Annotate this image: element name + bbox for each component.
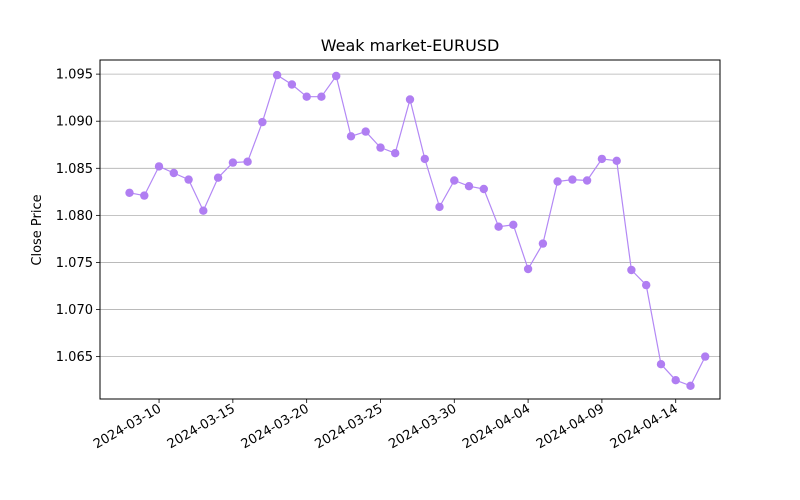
data-point (154, 162, 164, 171)
y-tick-label: 1.065 (56, 350, 93, 365)
series-line (129, 74, 706, 387)
x-tick-label: 2024-03-15 (165, 401, 238, 452)
data-point (538, 239, 548, 248)
data-point (686, 381, 695, 390)
data-point (199, 206, 208, 215)
y-tick-label: 1.070 (56, 303, 93, 318)
data-point (346, 132, 356, 141)
data-point (509, 220, 518, 229)
data-point (642, 280, 651, 290)
data-point (568, 175, 577, 184)
data-point (494, 222, 503, 231)
data-point (656, 360, 666, 369)
data-point (332, 71, 341, 81)
data-point (612, 156, 621, 165)
data-point (435, 202, 444, 212)
series-group (125, 70, 710, 390)
data-point (701, 352, 710, 361)
y-axis-ticks: 1.065 1.070 1.075 1.080 1.085 1.090 1.095 (56, 68, 100, 365)
data-point (553, 177, 562, 186)
x-tick-label: 2024-03-30 (386, 401, 459, 452)
data-point (405, 95, 415, 104)
data-point (258, 117, 267, 127)
data-point (272, 70, 282, 80)
data-point (450, 176, 459, 185)
data-point (420, 154, 429, 164)
data-point (361, 127, 370, 136)
data-point (125, 188, 134, 197)
chart-title: Weak market-EURUSD (321, 36, 500, 55)
data-point (376, 143, 385, 152)
data-point (317, 92, 326, 101)
data-point (597, 154, 607, 164)
data-point (627, 265, 636, 275)
grid-lines (100, 73, 720, 358)
y-tick-label: 1.080 (56, 209, 93, 224)
data-point (523, 264, 533, 274)
plot-frame (99, 59, 721, 400)
data-point (302, 92, 311, 101)
data-point (464, 182, 474, 191)
data-point (287, 80, 297, 89)
data-point (169, 168, 178, 178)
x-tick-label: 2024-04-04 (460, 401, 533, 452)
x-tick-label: 2024-04-14 (608, 401, 681, 452)
y-tick-label: 1.075 (56, 256, 93, 271)
x-tick-label: 2024-03-25 (313, 401, 386, 452)
data-point (582, 176, 592, 185)
y-tick-label: 1.090 (56, 115, 93, 130)
data-point (243, 157, 252, 166)
data-point (671, 376, 680, 385)
y-tick-label: 1.085 (56, 162, 93, 177)
data-point (479, 184, 488, 194)
data-point (213, 173, 223, 182)
y-axis-label: Close Price (30, 194, 45, 265)
data-point (391, 149, 400, 158)
data-point (228, 158, 238, 167)
data-point (140, 191, 149, 200)
x-tick-label: 2024-03-20 (239, 401, 312, 452)
y-tick-label: 1.095 (56, 68, 93, 83)
x-axis-ticks: 2024-03-10 2024-03-15 2024-03-20 2024-03-25… (91, 399, 681, 452)
x-tick-label: 2024-03-10 (91, 401, 164, 452)
data-point (184, 175, 193, 184)
x-tick-label: 2024-04-09 (534, 401, 607, 452)
